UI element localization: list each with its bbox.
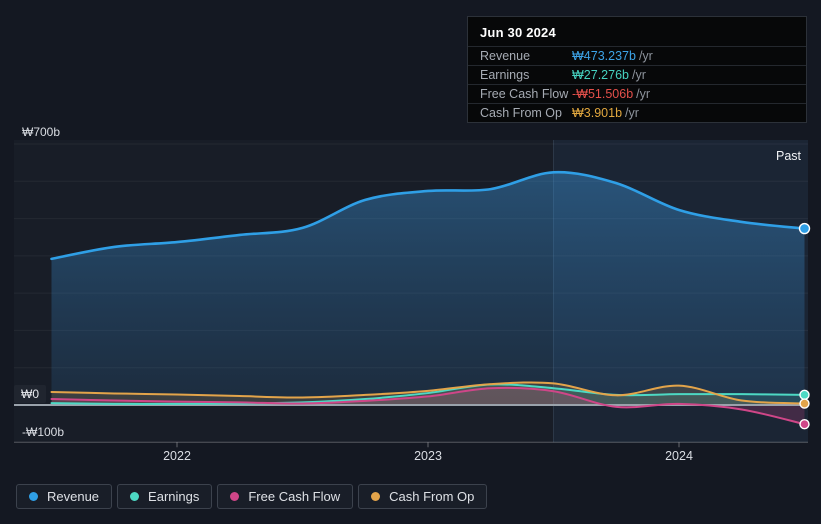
- tooltip-label: Earnings: [480, 68, 530, 82]
- tooltip-row-revenue: Revenue ₩473.237b /yr: [468, 46, 806, 65]
- tooltip-date: Jun 30 2024: [480, 25, 556, 40]
- line-free-cash-flow: [50, 386, 806, 426]
- marker-cash-from-op: [799, 398, 810, 409]
- tooltip-value: -₩51.506b: [572, 87, 634, 101]
- tooltip-unit: /yr: [625, 106, 639, 120]
- y-axis-label-zero: ₩0: [14, 385, 46, 403]
- line-revenue: [50, 170, 806, 261]
- line-cash-from-op: [50, 381, 806, 405]
- legend-item-cash-from-op[interactable]: Cash From Op: [358, 484, 488, 509]
- free-cash-flow-dot-icon: [230, 492, 240, 501]
- legend-label: Cash From Op: [389, 489, 475, 504]
- marker-revenue: [798, 222, 811, 235]
- x-axis-label-2024: 2024: [665, 449, 693, 463]
- revenue-dot-icon: [29, 492, 38, 501]
- series-lines: [50, 170, 806, 426]
- y-axis-label-minus100b: -₩100b: [22, 425, 65, 439]
- earnings-dot-icon: [130, 492, 140, 501]
- past-region-label: Past: [775, 149, 801, 163]
- legend-label: Earnings: [148, 489, 200, 504]
- series-end-markers: [798, 222, 811, 430]
- line-earnings: [50, 383, 806, 405]
- tooltip-label: Revenue: [480, 49, 531, 63]
- tooltip-value: ₩473.237b: [572, 49, 636, 63]
- tooltip-row-free-cash-flow: Free Cash Flow -₩51.506b /yr: [468, 84, 806, 103]
- tooltip-label: Free Cash Flow: [480, 87, 569, 101]
- marker-earnings: [799, 389, 810, 401]
- tooltip-unit: /yr: [636, 87, 651, 101]
- tooltip-unit: /yr: [631, 68, 646, 82]
- legend-item-revenue[interactable]: Revenue: [16, 484, 113, 509]
- x-axis-label-2023: 2023: [414, 449, 442, 463]
- area-revenue: [51, 172, 805, 405]
- cash-from-op-dot-icon: [371, 492, 381, 501]
- legend-label: Revenue: [47, 489, 100, 504]
- y-axis-label-700b: ₩700b: [22, 125, 61, 139]
- chart-legend: Revenue Earnings Free Cash Flow Cash Fro…: [16, 484, 488, 509]
- tooltip-value: ₩3.901b: [572, 106, 623, 120]
- x-axis-label-2022: 2022: [163, 449, 191, 463]
- area-earnings: [51, 384, 805, 405]
- legend-item-free-cash-flow[interactable]: Free Cash Flow: [217, 484, 354, 509]
- marker-free-cash-flow: [799, 419, 810, 430]
- tooltip-unit: /yr: [638, 49, 653, 63]
- x-axis-ticks: [176, 442, 680, 448]
- legend-item-earnings[interactable]: Earnings: [117, 484, 213, 509]
- tooltip-label: Cash From Op: [480, 106, 562, 120]
- legend-label: Free Cash Flow: [248, 489, 341, 504]
- chart-tooltip: Jun 30 2024 Revenue ₩473.237b /yr Earnin…: [467, 16, 807, 123]
- tooltip-row-earnings: Earnings ₩27.276b /yr: [468, 65, 806, 84]
- tooltip-row-cash-from-op: Cash From Op ₩3.901b /yr: [468, 103, 806, 122]
- tooltip-value: ₩27.276b: [572, 68, 629, 82]
